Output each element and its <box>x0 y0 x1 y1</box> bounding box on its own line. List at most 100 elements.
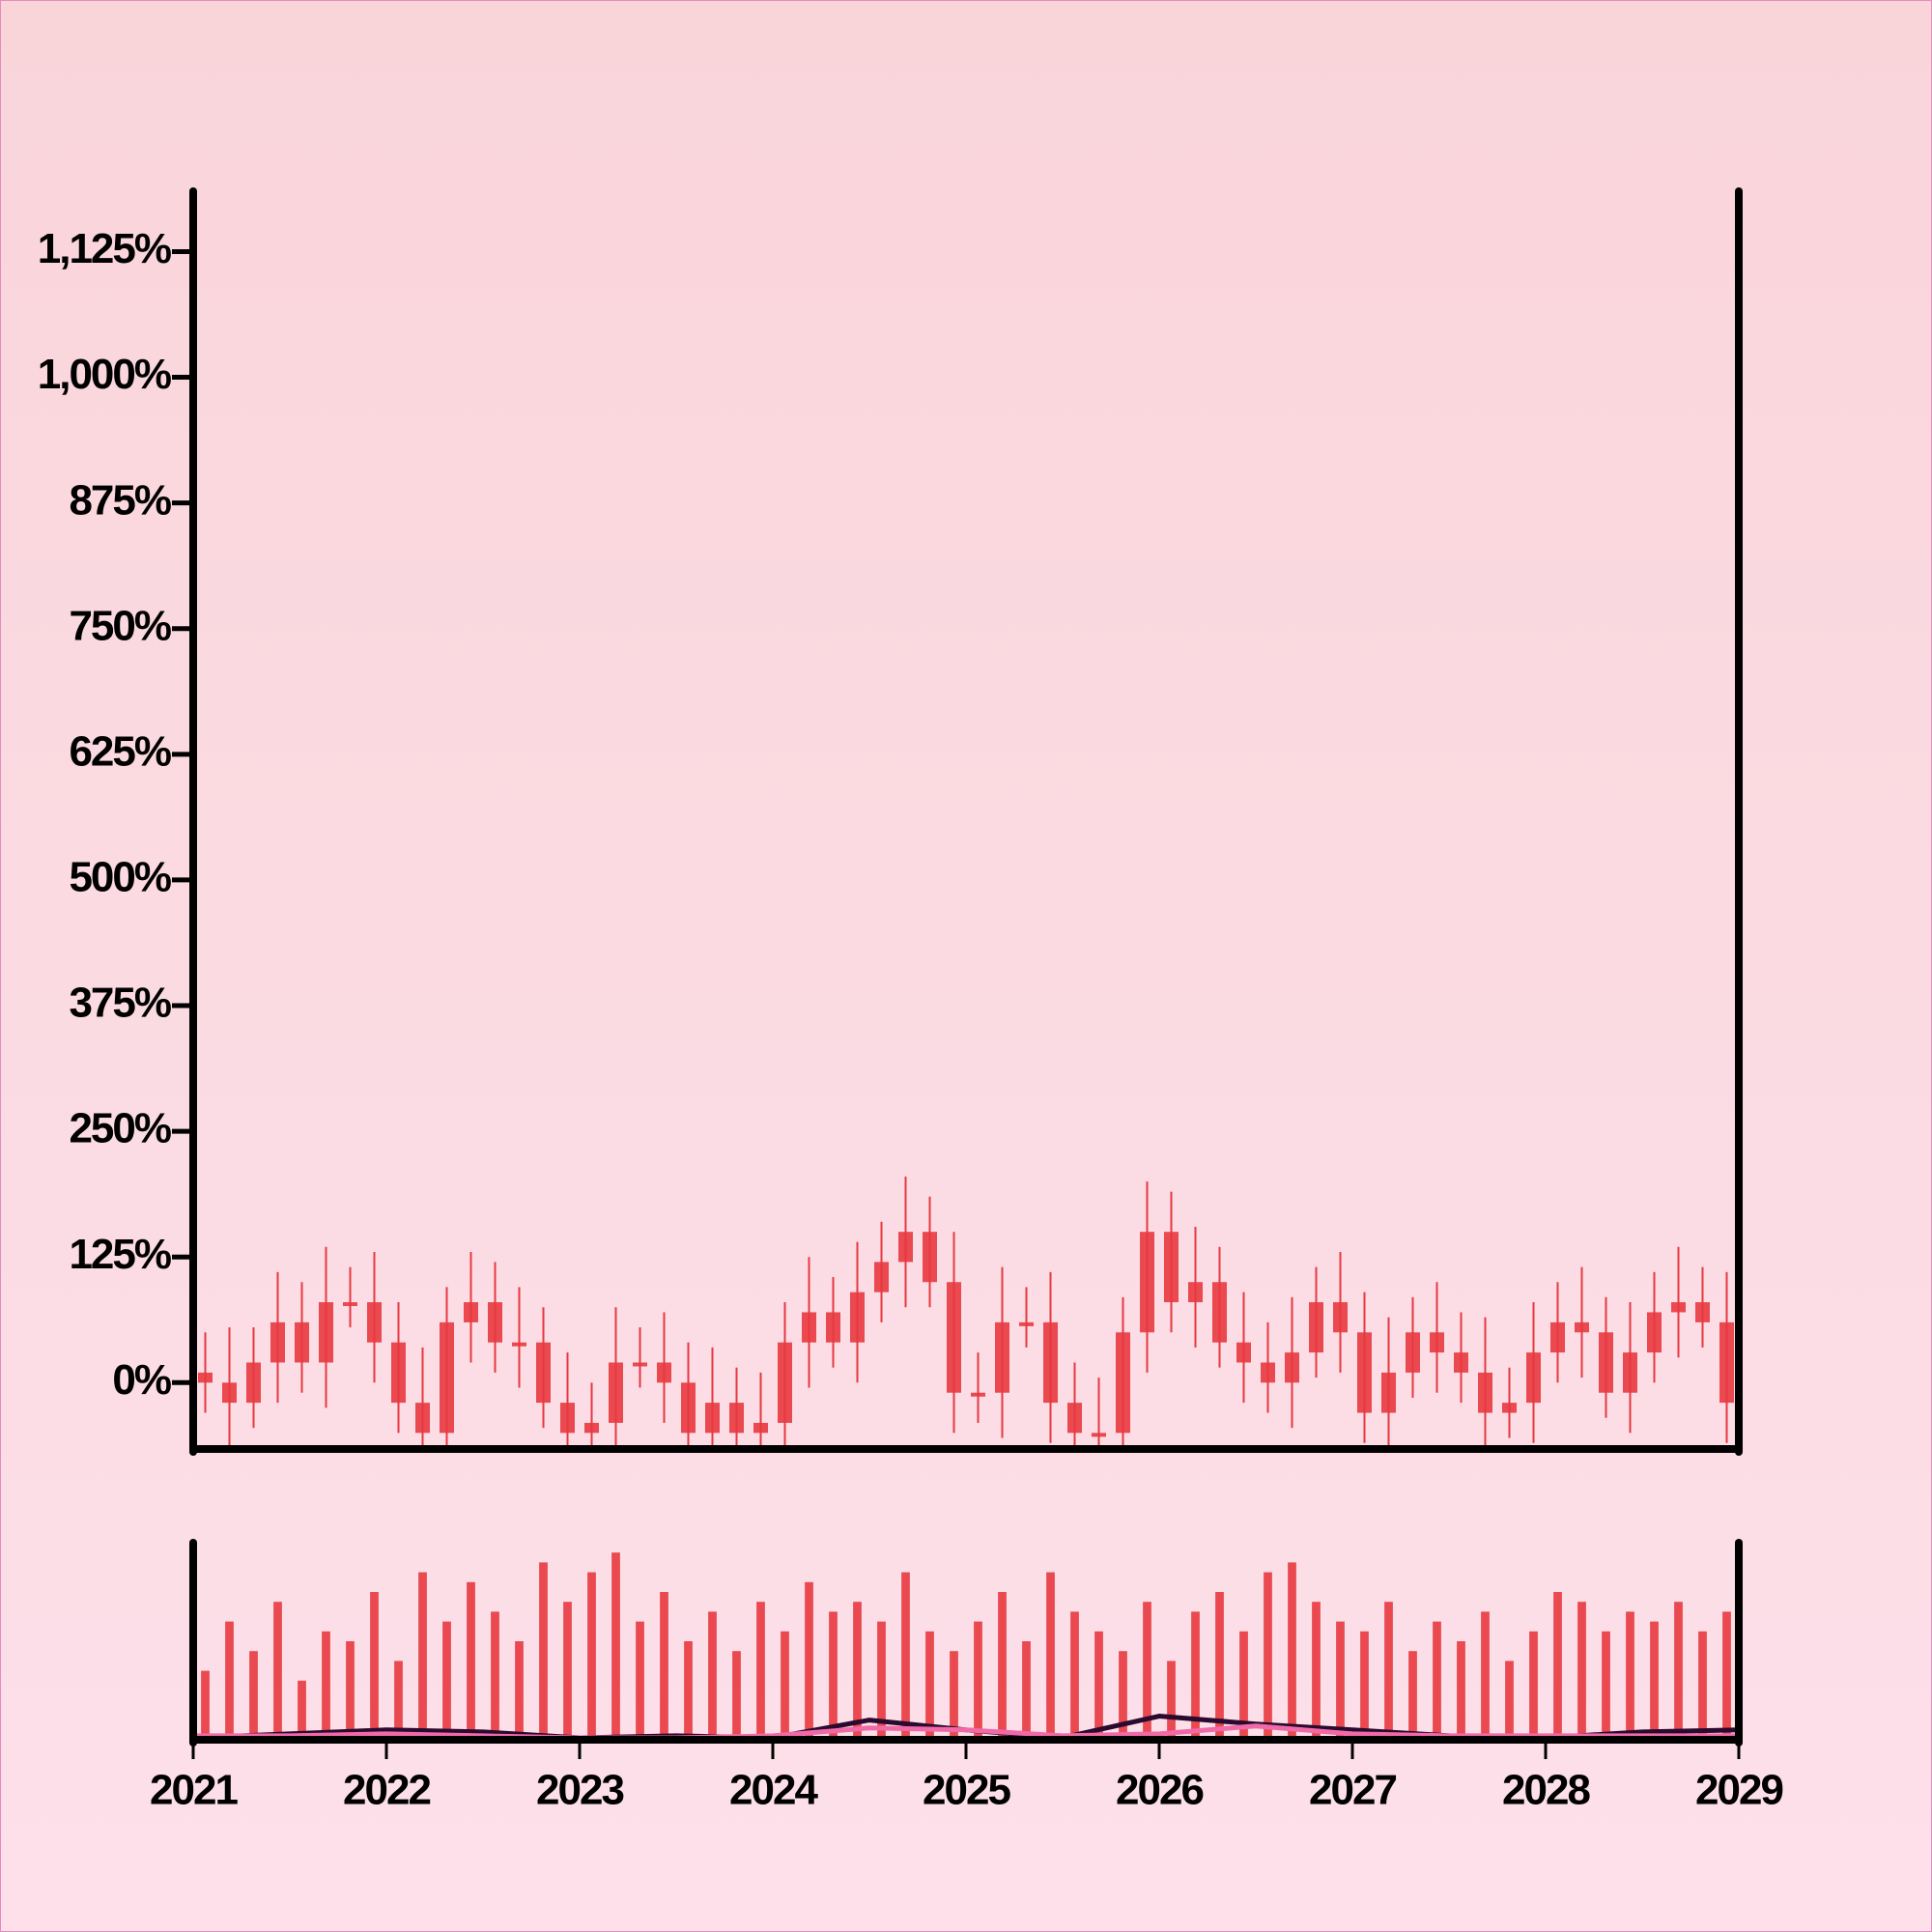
candle-body <box>1526 1352 1541 1404</box>
volume-bar <box>491 1611 499 1740</box>
volume-bar <box>1529 1631 1538 1740</box>
candle-body <box>1067 1403 1082 1434</box>
candle-body <box>898 1232 913 1263</box>
volume-bar <box>1336 1621 1345 1740</box>
volume-bar <box>708 1611 717 1740</box>
candle-body <box>246 1362 261 1404</box>
x-tick-label: 2021 <box>150 1767 238 1814</box>
volume-bar <box>950 1651 958 1740</box>
candle-body <box>802 1312 816 1343</box>
volume-bar <box>1360 1631 1369 1740</box>
candle-body <box>1212 1282 1227 1343</box>
x-tick-label: 2027 <box>1309 1767 1396 1814</box>
x-tick-label: 2022 <box>343 1767 430 1814</box>
candle-body <box>584 1422 599 1434</box>
candle-body <box>1599 1332 1613 1393</box>
y-tick-label: 750% <box>69 602 170 649</box>
candle-body <box>1575 1321 1589 1333</box>
candle-body <box>391 1342 406 1404</box>
volume-bar <box>901 1572 910 1740</box>
volume-bar <box>539 1562 548 1740</box>
volume-bar <box>1191 1611 1200 1740</box>
volume-bar <box>346 1641 355 1740</box>
candle-body <box>1357 1332 1372 1413</box>
candle-body <box>488 1302 502 1343</box>
x-tick-label: 2025 <box>923 1767 1010 1814</box>
candle-body <box>1188 1282 1203 1303</box>
volume-bar <box>1553 1592 1562 1740</box>
candle-body <box>1454 1352 1468 1373</box>
y-tick-label: 500% <box>69 854 170 901</box>
volume-bar <box>1312 1602 1321 1740</box>
volume-bar <box>249 1651 258 1740</box>
candle-body <box>705 1403 720 1434</box>
x-tick-label: 2028 <box>1502 1767 1590 1814</box>
volume-bar <box>1457 1641 1465 1740</box>
volume-bar <box>442 1621 451 1740</box>
candle-body <box>1550 1321 1565 1353</box>
candle-body <box>536 1342 551 1404</box>
candle-body <box>440 1321 454 1434</box>
candle-body <box>923 1232 937 1283</box>
x-tick-label: 2029 <box>1695 1767 1782 1814</box>
candle-body <box>222 1382 237 1404</box>
volume-bar <box>660 1592 668 1740</box>
candle-body <box>319 1302 333 1363</box>
candle-body <box>1140 1232 1154 1333</box>
volume-bar <box>1143 1602 1151 1740</box>
volume-bar <box>1070 1611 1079 1740</box>
volume-bar <box>1119 1651 1127 1740</box>
candle-body <box>1092 1433 1106 1437</box>
candle-body <box>367 1302 382 1343</box>
candle-body <box>198 1372 213 1383</box>
volume-bar <box>1046 1572 1055 1740</box>
volume-bar <box>1408 1651 1417 1740</box>
candle-body <box>1406 1332 1420 1373</box>
volume-bar <box>732 1651 741 1740</box>
y-tick-label: 875% <box>69 476 170 524</box>
volume-bar <box>1505 1661 1514 1740</box>
volume-bar <box>273 1602 282 1740</box>
volume-bar <box>877 1621 886 1740</box>
volume-bar <box>684 1641 693 1740</box>
candle-body <box>1695 1302 1710 1322</box>
candle-body <box>1116 1332 1130 1434</box>
volume-bar <box>925 1631 934 1740</box>
candle-body <box>947 1282 961 1393</box>
volume-bar <box>563 1602 572 1740</box>
volume-bar <box>587 1572 596 1740</box>
candle-body <box>1647 1312 1662 1353</box>
candle-body <box>753 1422 768 1434</box>
candle-body <box>560 1403 575 1434</box>
x-tick-label: 2023 <box>536 1767 623 1814</box>
y-tick-label: 625% <box>69 727 170 775</box>
volume-bar <box>515 1641 524 1740</box>
volume-bar <box>805 1581 813 1740</box>
volume-bar <box>611 1552 620 1740</box>
candle-body <box>1478 1372 1492 1413</box>
volume-bar <box>1239 1631 1248 1740</box>
candle-body <box>609 1362 623 1423</box>
candle-body <box>874 1262 889 1293</box>
volume-bar <box>370 1592 379 1740</box>
volume-bar <box>1481 1611 1490 1740</box>
candle-body <box>1261 1362 1275 1383</box>
y-tick-label: 375% <box>69 980 170 1027</box>
candle-body <box>971 1392 985 1397</box>
y-tick-label: 1,125% <box>38 225 171 272</box>
volume-bar <box>974 1621 982 1740</box>
x-tick-label: 2024 <box>729 1767 818 1814</box>
y-tick-label: 0% <box>112 1356 170 1404</box>
volume-bar <box>1577 1602 1586 1740</box>
volume-bar <box>1384 1602 1393 1740</box>
volume-bar <box>394 1661 403 1740</box>
candle-body <box>657 1362 671 1383</box>
price-panel <box>198 1176 1734 1449</box>
candle-body <box>415 1403 430 1434</box>
volume-bar <box>1650 1621 1659 1740</box>
candle-body <box>995 1321 1009 1393</box>
y-tick-label: 250% <box>69 1105 170 1152</box>
